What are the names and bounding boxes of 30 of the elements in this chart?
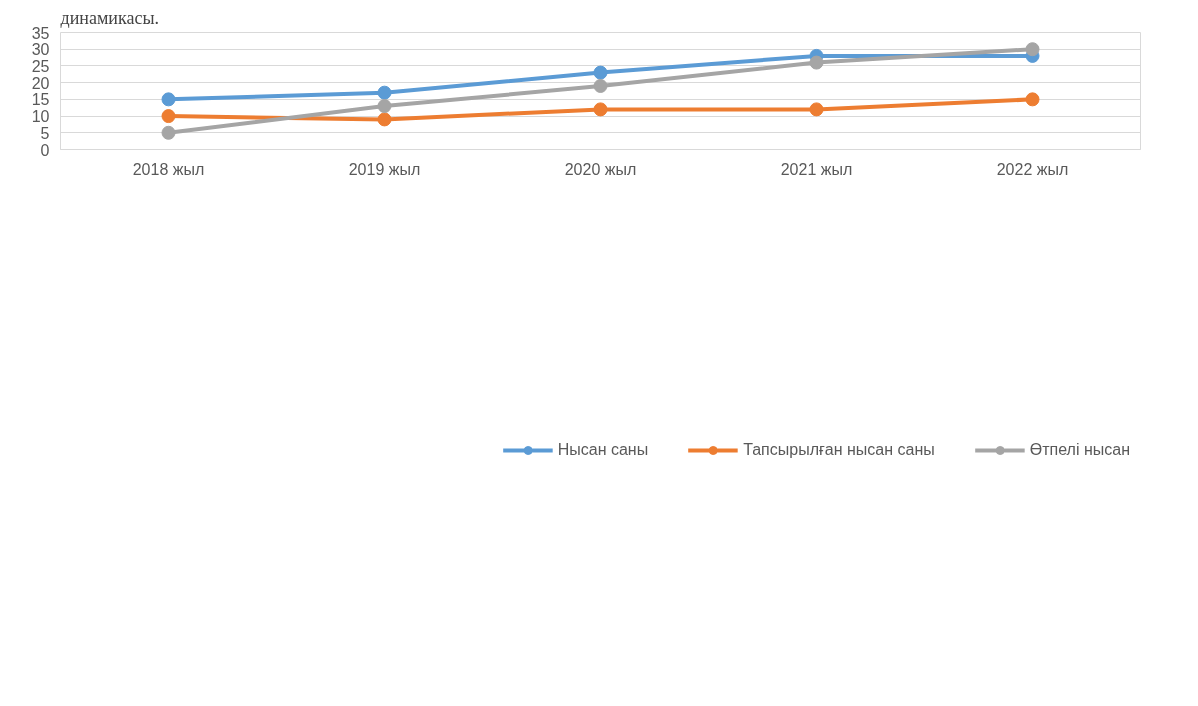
point xyxy=(593,102,608,117)
point xyxy=(593,79,608,93)
point xyxy=(593,65,608,80)
point xyxy=(1025,42,1040,57)
x-tick-label: 2021 жыл xyxy=(780,160,853,178)
point xyxy=(161,109,176,124)
point xyxy=(377,85,392,100)
legend-label: Өтпелі нысан xyxy=(1029,441,1130,459)
legend-label: Нысан саны xyxy=(557,441,649,459)
point xyxy=(377,99,392,114)
x-tick-label: 2022 жыл xyxy=(996,160,1069,178)
point xyxy=(161,125,176,140)
chart-title: динамикасы. xyxy=(60,7,159,28)
x-tick-label: 2018 жыл xyxy=(132,160,205,178)
x-tick-label: 2020 жыл xyxy=(564,160,637,178)
point xyxy=(1025,92,1040,107)
y-tick-label: 20 xyxy=(31,74,50,92)
point xyxy=(809,102,824,117)
y-tick-label: 30 xyxy=(31,41,50,59)
point xyxy=(161,92,176,107)
y-tick-label: 35 xyxy=(31,24,50,42)
x-tick-label: 2019 жыл xyxy=(348,160,421,178)
y-tick-label: 5 xyxy=(40,124,50,142)
y-tick-label: 10 xyxy=(31,108,50,126)
point xyxy=(377,112,392,127)
legend-label: Тапсырылған нысан саны xyxy=(743,441,935,459)
y-tick-label: 15 xyxy=(31,91,50,109)
point xyxy=(809,55,824,70)
y-tick-label: 0 xyxy=(40,141,50,159)
y-tick-label: 25 xyxy=(31,57,50,75)
